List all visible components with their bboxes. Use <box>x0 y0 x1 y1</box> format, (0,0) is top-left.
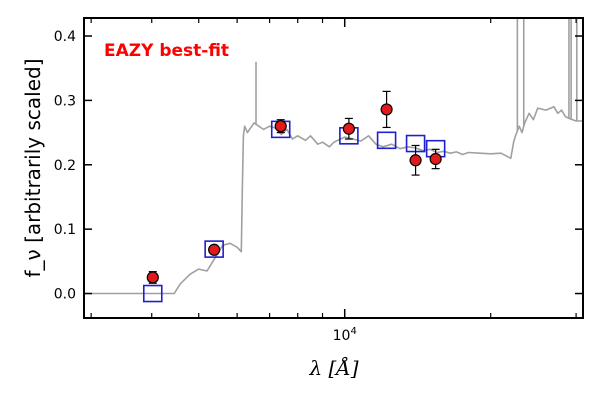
observed-point <box>146 271 159 284</box>
y-axis-label: f_ν [arbitrarily scaled] <box>21 59 45 278</box>
y-tick-label: 0.1 <box>54 222 76 238</box>
y-tick-label: 0.0 <box>54 287 76 303</box>
observed-point <box>380 103 393 116</box>
observed-point <box>409 154 422 167</box>
model-photometry-box <box>142 284 163 303</box>
observed-photometry-layer <box>146 90 442 284</box>
annotation-label: EAZY best-fit <box>104 41 229 61</box>
x-tick-label: 104 <box>333 326 357 344</box>
plot-frame <box>83 17 584 319</box>
y-tick-label: 0.3 <box>54 93 76 109</box>
observed-point <box>429 152 442 166</box>
y-tick-label: 0.4 <box>54 29 76 45</box>
model-photometry-layer <box>142 120 446 303</box>
x-axis-label: λ [Å] <box>308 355 358 380</box>
model-photometry-box <box>204 240 224 258</box>
tick-layer: 0.0 0.1 0.2 0.3 0.4 104 <box>54 18 583 344</box>
observed-point <box>274 120 287 133</box>
observed-point <box>342 122 355 135</box>
plot-background <box>84 18 583 318</box>
observed-point <box>208 243 221 256</box>
model-photometry-box <box>376 131 397 150</box>
y-tick-label: 0.2 <box>54 158 76 174</box>
sed-layer <box>84 18 583 295</box>
